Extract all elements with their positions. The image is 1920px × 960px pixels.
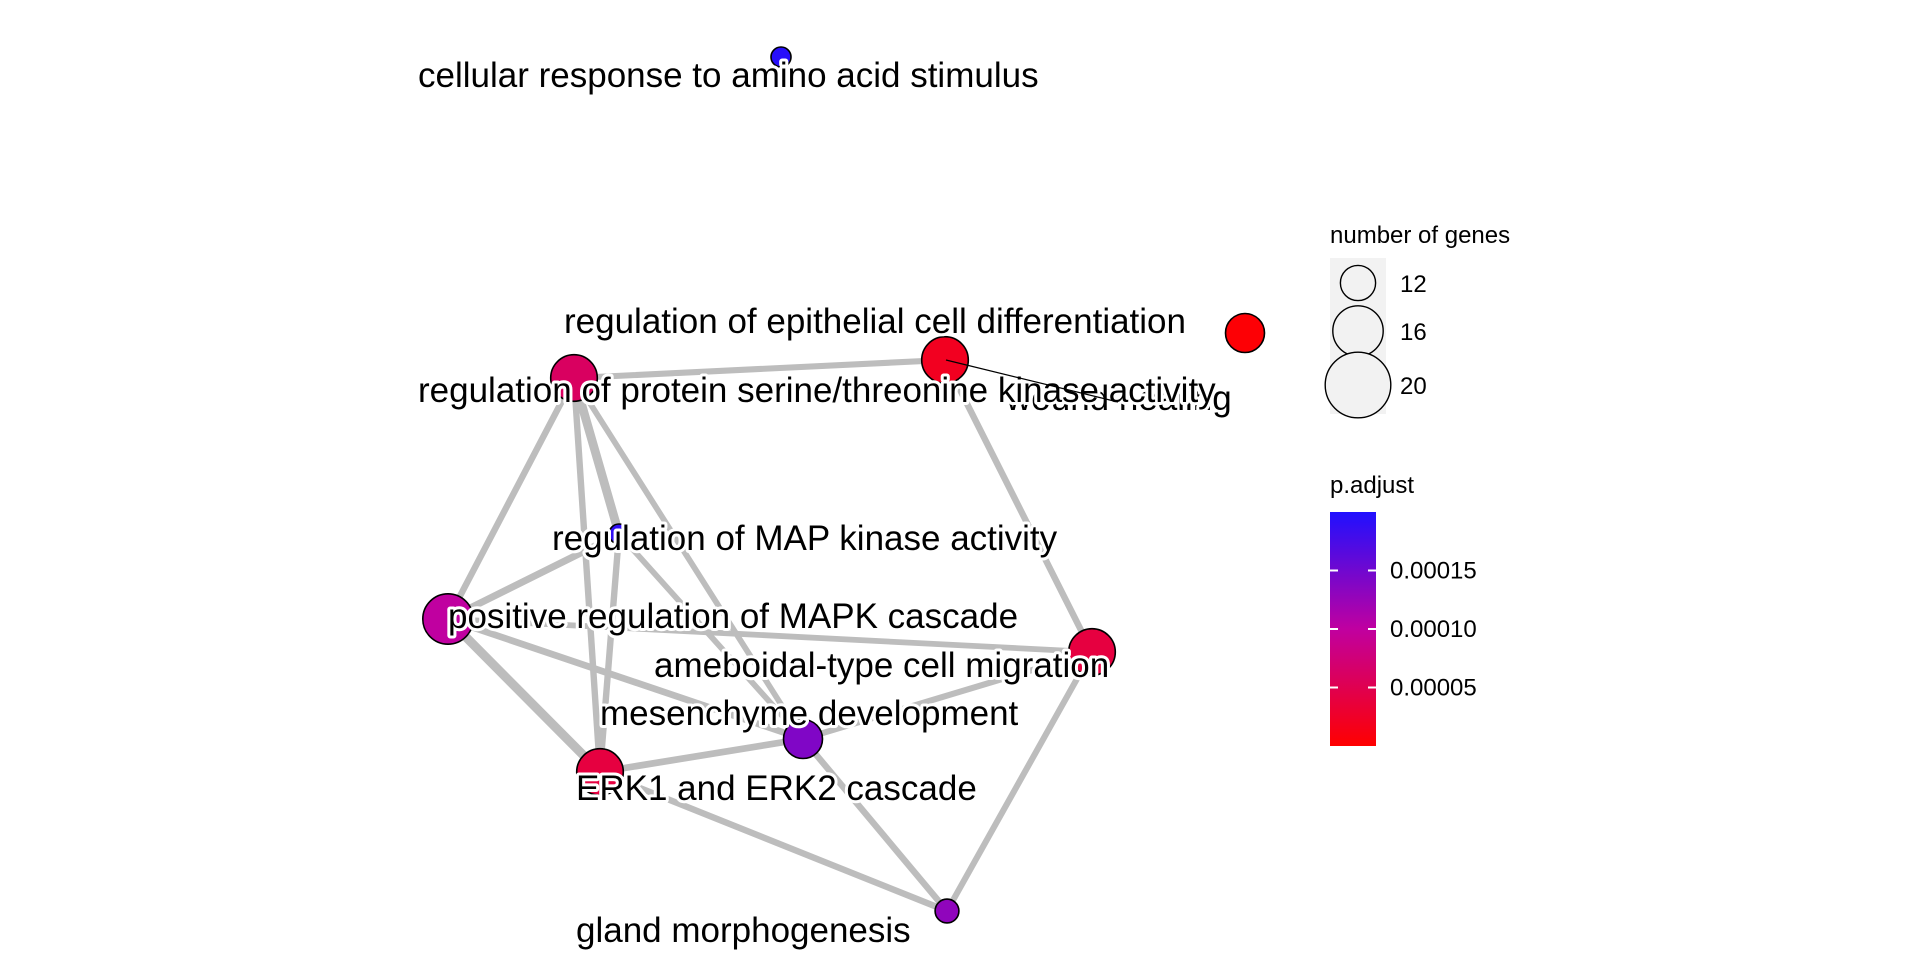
node-n2[interactable] xyxy=(920,335,970,385)
size-legend-circle xyxy=(1324,351,1392,419)
color-legend-title: p.adjust xyxy=(1330,472,1414,499)
node-n3[interactable] xyxy=(1224,312,1266,354)
edge-n4-n9 xyxy=(570,374,604,776)
node-label-n3: wound healing xyxy=(1005,379,1232,418)
size-legend-keys: 12 16 20 xyxy=(1324,264,1427,419)
node-n1[interactable] xyxy=(770,46,792,68)
node-label-n2: regulation of epithelial cell differenti… xyxy=(564,302,1186,341)
size-legend-label: 12 xyxy=(1400,271,1427,298)
edge-n4-n8 xyxy=(571,375,806,742)
edge-n8-n7 xyxy=(799,648,1096,743)
size-legend-circle xyxy=(1332,305,1384,357)
edge-n4-n5 xyxy=(569,373,624,539)
node-n8[interactable] xyxy=(782,718,824,760)
node-label-n5: regulation of MAP kinase activity xyxy=(552,519,1058,558)
node-n4[interactable] xyxy=(549,353,599,403)
node-n10[interactable] xyxy=(934,898,960,924)
edge-n7-n10 xyxy=(943,648,1096,915)
node-n9[interactable] xyxy=(575,747,625,797)
node-label-n10: gland morphogenesis xyxy=(576,911,911,950)
network-edges xyxy=(443,356,1096,915)
edge-n4-n2 xyxy=(570,356,949,382)
color-legend-label: 0.00015 xyxy=(1390,558,1477,585)
edge-n9-n10 xyxy=(596,768,951,915)
node-label-n9: ERK1 and ERK2 cascade xyxy=(576,769,977,808)
size-legend-title: number of genes xyxy=(1330,222,1510,249)
size-legend-circle xyxy=(1339,264,1377,302)
edge-n5-n8 xyxy=(616,531,806,742)
node-label-n8: mesenchyme development xyxy=(600,694,1019,733)
node-n7[interactable] xyxy=(1067,627,1117,677)
edge-n8-n10 xyxy=(799,735,951,915)
edge-n6-n7 xyxy=(445,616,1095,655)
color-legend-label: 0.00005 xyxy=(1390,675,1477,702)
edge-n6-n5 xyxy=(444,530,623,623)
edge-n6-n9 xyxy=(443,614,605,777)
edge-n4-n6 xyxy=(444,374,578,623)
color-legend-ticks: 0.00015 0.00010 0.00005 xyxy=(1330,558,1477,702)
node-label-n4: regulation of protein serine/threonine k… xyxy=(418,371,1216,410)
node-label-n6: positive regulation of MAPK cascade xyxy=(448,597,1018,636)
node-n5[interactable] xyxy=(608,523,630,545)
edge-n5-n9 xyxy=(596,530,623,776)
node-n6[interactable] xyxy=(421,592,474,645)
network-labels: cellular response to amino acid stimulus… xyxy=(415,53,1235,953)
edge-n9-n8 xyxy=(596,735,807,776)
wound-healing-leader-line xyxy=(945,359,1119,403)
color-legend-label: 0.00010 xyxy=(1390,616,1477,643)
node-label-n7: ameboidal-type cell migration xyxy=(654,646,1109,685)
node-label-n1: cellular response to amino acid stimulus xyxy=(418,56,1039,95)
network-nodes xyxy=(421,46,1266,924)
size-legend-label: 16 xyxy=(1400,319,1427,346)
size-legend-label: 20 xyxy=(1400,373,1427,400)
edge-n2-n7 xyxy=(941,356,1096,656)
edge-n6-n8 xyxy=(444,615,807,743)
